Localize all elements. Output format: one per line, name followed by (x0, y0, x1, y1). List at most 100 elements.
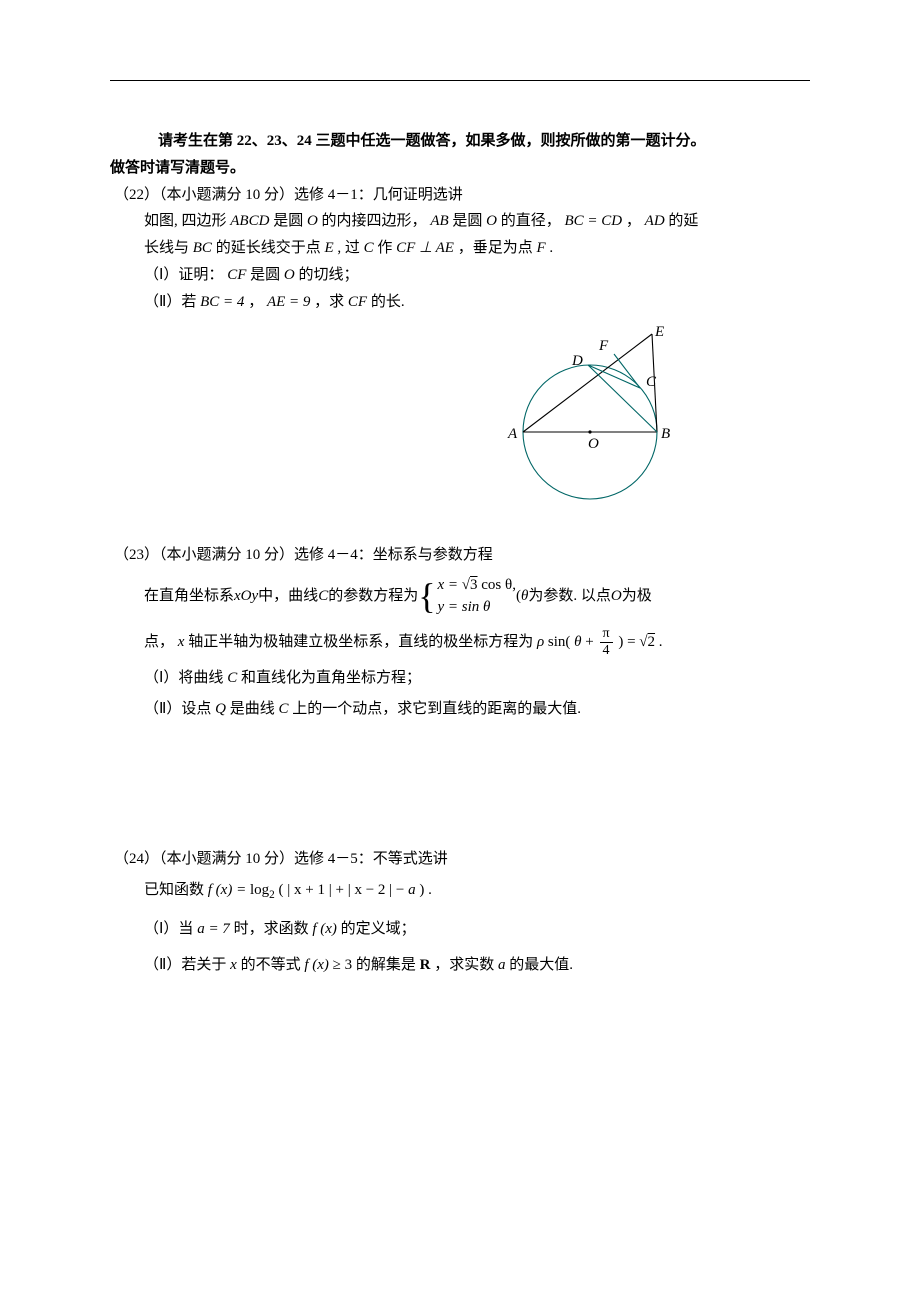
abs1: | x + 1 | (287, 882, 331, 898)
text: 的延 (668, 213, 698, 229)
math-theta: θ (574, 634, 581, 650)
text: 如图, 四边形 (144, 213, 230, 229)
text: 是曲线 (230, 701, 279, 717)
math-fx: f (x) (312, 921, 337, 937)
q24-l3: （Ⅱ）若关于 x 的不等式 f (x) ≥ 3 的解集是 R ，求实数 a 的最… (110, 953, 810, 978)
q24-l1: 已知函数 f (x) = log2 ( | x + 1 | + | x − 2 … (110, 878, 810, 905)
text: ，求 (314, 294, 348, 310)
text: 的直径， (501, 213, 565, 229)
svg-text:B: B (661, 426, 670, 442)
text: 的不等式 (241, 957, 305, 973)
q23-l4: （Ⅱ）设点 Q 是曲线 C 上的一个动点，求它到直线的距离的最大值. (110, 697, 810, 722)
q22-header: （22）（本小题满分 10 分）选修 4－1：几何证明选讲 (110, 183, 810, 208)
text: ，垂足为点 (458, 240, 537, 256)
param-brace: { x = √3 cos θ, y = sin θ (418, 574, 516, 619)
math-a: a (498, 957, 506, 973)
text: x = (438, 577, 462, 593)
math-O: O (486, 213, 497, 229)
math-fx: f (x) (304, 957, 329, 973)
text: ， (626, 213, 645, 229)
math-xOy: xOy (234, 584, 258, 609)
pi: π (600, 627, 613, 643)
text: 上的一个动点，求它到直线的距离的最大值. (292, 701, 581, 717)
math-F: F (536, 240, 545, 256)
plus: + (335, 882, 347, 898)
svg-text:A: A (507, 426, 518, 442)
svg-text:E: E (654, 324, 664, 340)
svg-text:F: F (598, 338, 609, 354)
four: 4 (600, 643, 613, 658)
text: （Ⅰ）当 (144, 921, 197, 937)
svg-text:D: D (571, 353, 583, 369)
text: 轴正半轴为极轴建立极坐标系，直线的极坐标方程为 (188, 634, 537, 650)
paren: ( (279, 882, 284, 898)
math-O: O (284, 267, 295, 283)
q22-p1: 如图, 四边形 ABCD 是圆 O 的内接四边形， AB 是圆 O 的直径， B… (110, 209, 810, 234)
text: 的延长线交于点 (216, 240, 325, 256)
text: 是圆 (250, 267, 284, 283)
math-x: x (178, 634, 185, 650)
svg-text:C: C (646, 374, 657, 390)
text: 和直线化为直角坐标方程； (241, 670, 421, 686)
math-AD: AD (645, 213, 665, 229)
q23-l3: （Ⅰ）将曲线 C 和直线化为直角坐标方程； (110, 666, 810, 691)
text: （Ⅱ）若 (144, 294, 200, 310)
text: 在直角坐标系 (144, 584, 234, 609)
text: 的内接四边形， (322, 213, 427, 229)
math-fx: f (x) = (208, 882, 250, 898)
math-plus: + (585, 634, 597, 650)
instruction-line1: 请考生在第 22、23、24 三题中任选一题做答，如果多做，则按所做的第一题计分… (110, 129, 810, 154)
math-eq: ) = (618, 634, 639, 650)
sqrt3: 3 (470, 577, 478, 593)
text: . (659, 634, 663, 650)
math-CF: CF (227, 267, 246, 283)
math-Q: Q (215, 701, 226, 717)
text: 为参数. 以点 (528, 584, 611, 609)
q23-header: （23）（本小题满分 10 分）选修 4－4：坐标系与参数方程 (110, 543, 810, 568)
text: （Ⅱ）设点 (144, 701, 215, 717)
text: 时，求函数 (234, 921, 313, 937)
text: 已知函数 (144, 882, 208, 898)
q22-p2: 长线与 BC 的延长线交于点 E , 过 C 作 CF ⊥ AE ，垂足为点 F… (110, 236, 810, 261)
math-C: C (227, 670, 237, 686)
minus: − (396, 882, 408, 898)
text: . (549, 240, 553, 256)
text: （Ⅰ）将曲线 (144, 670, 227, 686)
text: 作 (377, 240, 396, 256)
text: 的长. (371, 294, 405, 310)
math-a: a (408, 882, 416, 898)
sub2: 2 (269, 889, 275, 901)
math-O: O (307, 213, 318, 229)
math-a7: a = 7 (197, 921, 230, 937)
q22-p3: （Ⅰ）证明： CF 是圆 O 的切线； (110, 263, 810, 288)
text: 中，曲线 (258, 584, 318, 609)
math-BCCD: BC = CD (565, 213, 623, 229)
text: 的定义域； (341, 921, 416, 937)
text: ，求实数 (434, 957, 498, 973)
text: 的切线； (298, 267, 358, 283)
math-AB: AB (430, 213, 448, 229)
text: （Ⅰ）证明： (144, 267, 227, 283)
top-rule (110, 80, 810, 81)
q22-p4: （Ⅱ）若 BC = 4 ， AE = 9 ，求 CF 的长. (110, 290, 810, 315)
q24-header: （24）（本小题满分 10 分）选修 4－5：不等式选讲 (110, 847, 810, 872)
math-x: x (230, 957, 237, 973)
text: 是圆 (452, 213, 486, 229)
sqrt2: 2 (648, 634, 656, 650)
text: 的最大值. (509, 957, 573, 973)
text: 长线与 (144, 240, 193, 256)
q23-l1: 在直角坐标系 xOy 中，曲线 C 的参数方程为 { x = √3 cos θ,… (110, 574, 810, 619)
text: 的参数方程为 (328, 584, 418, 609)
math-BC: BC (193, 240, 212, 256)
text: 点， (144, 634, 178, 650)
math-E: E (324, 240, 333, 256)
text: 是圆 (273, 213, 307, 229)
q24-l2: （Ⅰ）当 a = 7 时，求函数 f (x) 的定义域； (110, 917, 810, 942)
ge3: ≥ 3 (333, 957, 352, 973)
text: 为极 (622, 584, 652, 609)
svg-text:O: O (588, 436, 599, 452)
R: R (420, 957, 431, 973)
instruction-line2: 做答时请写清题号。 (110, 156, 810, 181)
math-C: C (279, 701, 289, 717)
math-CFAE: CF ⊥ AE (396, 240, 454, 256)
